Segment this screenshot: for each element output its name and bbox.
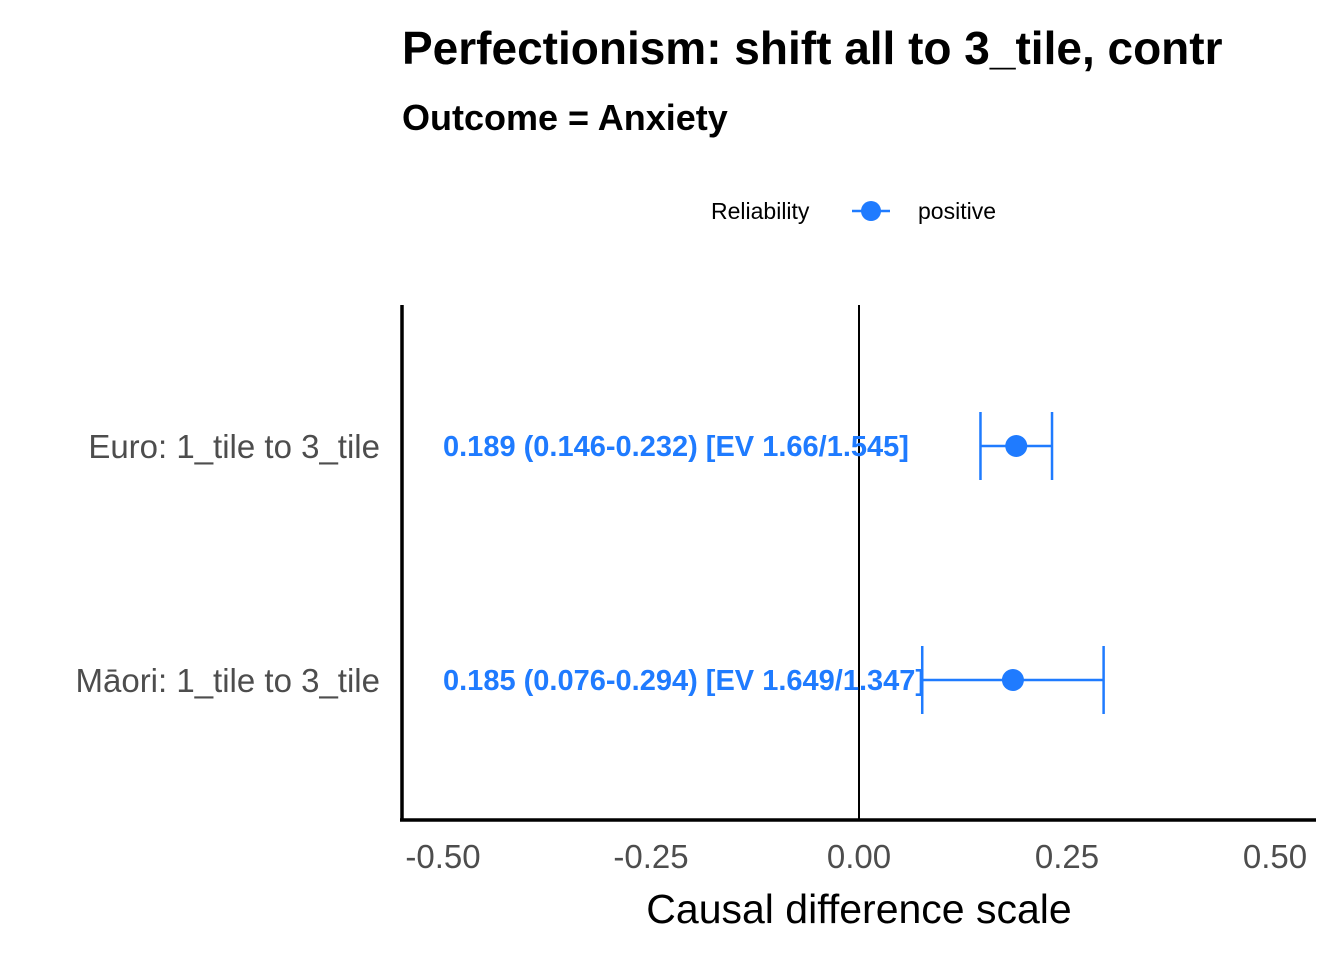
chart-title: Perfectionism: shift all to 3_tile, cont… xyxy=(402,22,1223,74)
data-label: 0.185 (0.076-0.294) [EV 1.649/1.347] xyxy=(443,665,925,697)
x-tick-label: 0.00 xyxy=(827,838,891,875)
data-label: 0.189 (0.146-0.232) [EV 1.66/1.545] xyxy=(443,431,909,463)
x-tick-label: 0.50 xyxy=(1243,838,1307,875)
plot-area: -0.50 -0.25 0.00 0.25 0.50 Euro: 1_tile to 3… xyxy=(76,305,1316,875)
legend: Reliability positive xyxy=(711,198,996,224)
legend-title: Reliability xyxy=(711,198,810,224)
y-tick-label: Euro: 1_tile to 3_tile xyxy=(88,428,380,465)
y-tick-label: Māori: 1_tile to 3_tile xyxy=(76,662,381,699)
legend-key-point xyxy=(861,201,881,221)
data-rows: Euro: 1_tile to 3_tile 0.189 (0.146-0.232… xyxy=(76,412,1105,714)
chart-subtitle: Outcome = Anxiety xyxy=(402,97,728,138)
x-axis-title: Causal difference scale xyxy=(646,886,1071,932)
legend-label: positive xyxy=(918,198,996,224)
point-estimate xyxy=(1001,669,1024,691)
x-tick-label: -0.25 xyxy=(613,838,688,875)
data-row: Euro: 1_tile to 3_tile 0.189 (0.146-0.232… xyxy=(88,412,1054,480)
x-tick-label: 0.25 xyxy=(1035,838,1099,875)
x-tick-label: -0.50 xyxy=(405,838,480,875)
x-axis-ticks: -0.50 -0.25 0.00 0.25 0.50 xyxy=(405,838,1307,875)
data-row: Māori: 1_tile to 3_tile 0.185 (0.076-0.29… xyxy=(76,646,1105,714)
point-estimate xyxy=(1005,435,1028,457)
